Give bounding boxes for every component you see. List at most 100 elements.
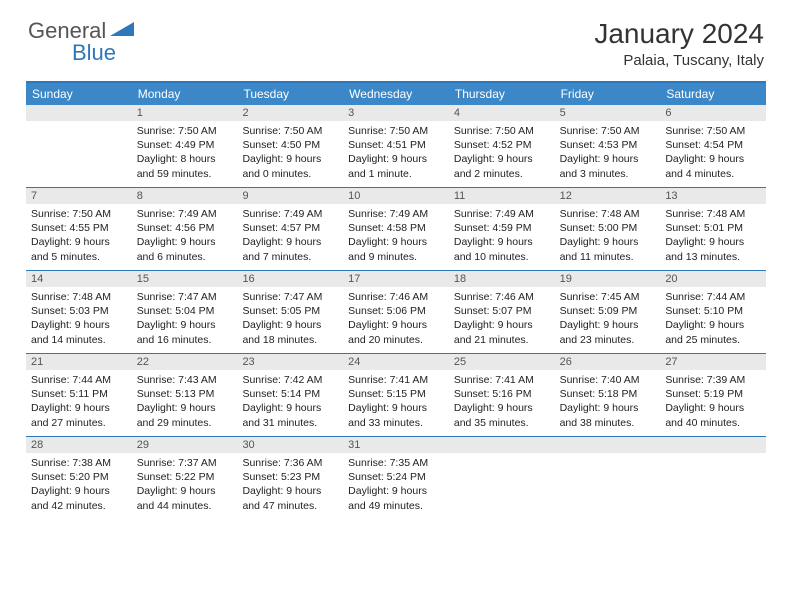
title-block: January 2024 Palaia, Tuscany, Italy	[594, 18, 764, 69]
daylight-line: Daylight: 9 hours and 35 minutes.	[454, 401, 550, 429]
sunset-line: Sunset: 4:51 PM	[348, 138, 444, 152]
calendar-cell: 6Sunrise: 7:50 AMSunset: 4:54 PMDaylight…	[660, 105, 766, 187]
day-details: Sunrise: 7:39 AMSunset: 5:19 PMDaylight:…	[660, 370, 766, 435]
sunrise-line: Sunrise: 7:40 AM	[560, 373, 656, 387]
calendar-cell	[555, 437, 661, 519]
calendar-cell: 1Sunrise: 7:50 AMSunset: 4:49 PMDaylight…	[132, 105, 238, 187]
sunset-line: Sunset: 5:04 PM	[137, 304, 233, 318]
day-number: 17	[343, 271, 449, 287]
day-number: 4	[449, 105, 555, 121]
calendar-cell: 13Sunrise: 7:48 AMSunset: 5:01 PMDayligh…	[660, 188, 766, 270]
sunset-line: Sunset: 5:18 PM	[560, 387, 656, 401]
sunrise-line: Sunrise: 7:36 AM	[242, 456, 338, 470]
sunset-line: Sunset: 5:03 PM	[31, 304, 127, 318]
sunrise-line: Sunrise: 7:48 AM	[665, 207, 761, 221]
calendar-cell: 19Sunrise: 7:45 AMSunset: 5:09 PMDayligh…	[555, 271, 661, 353]
day-number: 19	[555, 271, 661, 287]
calendar-cell: 28Sunrise: 7:38 AMSunset: 5:20 PMDayligh…	[26, 437, 132, 519]
day-details: Sunrise: 7:50 AMSunset: 4:54 PMDaylight:…	[660, 121, 766, 186]
daylight-line: Daylight: 9 hours and 44 minutes.	[137, 484, 233, 512]
sunrise-line: Sunrise: 7:50 AM	[31, 207, 127, 221]
calendar-cell	[26, 105, 132, 187]
day-number: 2	[237, 105, 343, 121]
daylight-line: Daylight: 9 hours and 47 minutes.	[242, 484, 338, 512]
day-header-row: SundayMondayTuesdayWednesdayThursdayFrid…	[26, 83, 766, 105]
day-details: Sunrise: 7:38 AMSunset: 5:20 PMDaylight:…	[26, 453, 132, 518]
daylight-line: Daylight: 9 hours and 42 minutes.	[31, 484, 127, 512]
calendar-week: 14Sunrise: 7:48 AMSunset: 5:03 PMDayligh…	[26, 270, 766, 353]
day-header: Saturday	[660, 83, 766, 105]
day-details: Sunrise: 7:48 AMSunset: 5:01 PMDaylight:…	[660, 204, 766, 269]
sunrise-line: Sunrise: 7:50 AM	[454, 124, 550, 138]
calendar-cell: 22Sunrise: 7:43 AMSunset: 5:13 PMDayligh…	[132, 354, 238, 436]
calendar-cell	[449, 437, 555, 519]
day-header: Tuesday	[237, 83, 343, 105]
sunrise-line: Sunrise: 7:35 AM	[348, 456, 444, 470]
day-number	[26, 105, 132, 121]
sunset-line: Sunset: 5:24 PM	[348, 470, 444, 484]
header: General Blue January 2024 Palaia, Tuscan…	[0, 0, 792, 77]
sunset-line: Sunset: 5:23 PM	[242, 470, 338, 484]
sunrise-line: Sunrise: 7:42 AM	[242, 373, 338, 387]
sunset-line: Sunset: 5:13 PM	[137, 387, 233, 401]
calendar-cell: 12Sunrise: 7:48 AMSunset: 5:00 PMDayligh…	[555, 188, 661, 270]
sunset-line: Sunset: 5:11 PM	[31, 387, 127, 401]
day-number: 8	[132, 188, 238, 204]
day-number: 14	[26, 271, 132, 287]
page-title: January 2024	[594, 18, 764, 50]
daylight-line: Daylight: 9 hours and 31 minutes.	[242, 401, 338, 429]
daylight-line: Daylight: 9 hours and 3 minutes.	[560, 152, 656, 180]
calendar-cell: 5Sunrise: 7:50 AMSunset: 4:53 PMDaylight…	[555, 105, 661, 187]
sunset-line: Sunset: 5:00 PM	[560, 221, 656, 235]
day-details: Sunrise: 7:50 AMSunset: 4:52 PMDaylight:…	[449, 121, 555, 186]
sunrise-line: Sunrise: 7:37 AM	[137, 456, 233, 470]
logo: General Blue	[28, 18, 136, 44]
sunrise-line: Sunrise: 7:49 AM	[137, 207, 233, 221]
calendar-cell: 30Sunrise: 7:36 AMSunset: 5:23 PMDayligh…	[237, 437, 343, 519]
day-details: Sunrise: 7:41 AMSunset: 5:15 PMDaylight:…	[343, 370, 449, 435]
day-number: 24	[343, 354, 449, 370]
day-number: 27	[660, 354, 766, 370]
day-details: Sunrise: 7:44 AMSunset: 5:11 PMDaylight:…	[26, 370, 132, 435]
daylight-line: Daylight: 9 hours and 14 minutes.	[31, 318, 127, 346]
day-details: Sunrise: 7:37 AMSunset: 5:22 PMDaylight:…	[132, 453, 238, 518]
day-details: Sunrise: 7:44 AMSunset: 5:10 PMDaylight:…	[660, 287, 766, 352]
daylight-line: Daylight: 9 hours and 10 minutes.	[454, 235, 550, 263]
day-details: Sunrise: 7:49 AMSunset: 4:58 PMDaylight:…	[343, 204, 449, 269]
sunset-line: Sunset: 5:01 PM	[665, 221, 761, 235]
day-number: 18	[449, 271, 555, 287]
daylight-line: Daylight: 9 hours and 2 minutes.	[454, 152, 550, 180]
day-number: 5	[555, 105, 661, 121]
sunset-line: Sunset: 5:20 PM	[31, 470, 127, 484]
daylight-line: Daylight: 8 hours and 59 minutes.	[137, 152, 233, 180]
day-number: 28	[26, 437, 132, 453]
daylight-line: Daylight: 9 hours and 25 minutes.	[665, 318, 761, 346]
calendar-cell: 24Sunrise: 7:41 AMSunset: 5:15 PMDayligh…	[343, 354, 449, 436]
sunset-line: Sunset: 5:09 PM	[560, 304, 656, 318]
calendar-cell: 18Sunrise: 7:46 AMSunset: 5:07 PMDayligh…	[449, 271, 555, 353]
day-details: Sunrise: 7:40 AMSunset: 5:18 PMDaylight:…	[555, 370, 661, 435]
sunrise-line: Sunrise: 7:48 AM	[560, 207, 656, 221]
sunrise-line: Sunrise: 7:43 AM	[137, 373, 233, 387]
day-number: 11	[449, 188, 555, 204]
calendar-cell: 29Sunrise: 7:37 AMSunset: 5:22 PMDayligh…	[132, 437, 238, 519]
sunrise-line: Sunrise: 7:47 AM	[137, 290, 233, 304]
day-number	[555, 437, 661, 453]
calendar-cell: 21Sunrise: 7:44 AMSunset: 5:11 PMDayligh…	[26, 354, 132, 436]
calendar-cell: 10Sunrise: 7:49 AMSunset: 4:58 PMDayligh…	[343, 188, 449, 270]
sunset-line: Sunset: 4:49 PM	[137, 138, 233, 152]
daylight-line: Daylight: 9 hours and 11 minutes.	[560, 235, 656, 263]
day-details: Sunrise: 7:35 AMSunset: 5:24 PMDaylight:…	[343, 453, 449, 518]
sunrise-line: Sunrise: 7:50 AM	[348, 124, 444, 138]
day-details: Sunrise: 7:45 AMSunset: 5:09 PMDaylight:…	[555, 287, 661, 352]
day-details: Sunrise: 7:46 AMSunset: 5:07 PMDaylight:…	[449, 287, 555, 352]
sunrise-line: Sunrise: 7:46 AM	[454, 290, 550, 304]
daylight-line: Daylight: 9 hours and 4 minutes.	[665, 152, 761, 180]
daylight-line: Daylight: 9 hours and 38 minutes.	[560, 401, 656, 429]
day-number: 6	[660, 105, 766, 121]
calendar-cell: 2Sunrise: 7:50 AMSunset: 4:50 PMDaylight…	[237, 105, 343, 187]
calendar-cell: 3Sunrise: 7:50 AMSunset: 4:51 PMDaylight…	[343, 105, 449, 187]
day-number: 20	[660, 271, 766, 287]
daylight-line: Daylight: 9 hours and 1 minute.	[348, 152, 444, 180]
sunset-line: Sunset: 5:15 PM	[348, 387, 444, 401]
